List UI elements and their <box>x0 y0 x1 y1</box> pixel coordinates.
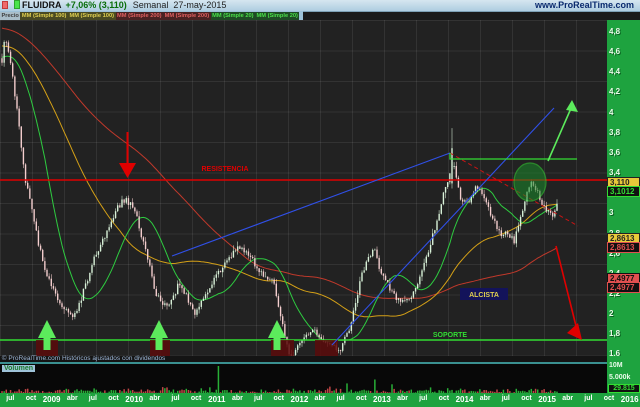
svg-text:ALCISTA: ALCISTA <box>469 292 499 299</box>
svg-text:RESISTENCIA: RESISTENCIA <box>201 166 248 173</box>
svg-text:SOPORTE: SOPORTE <box>433 332 468 339</box>
